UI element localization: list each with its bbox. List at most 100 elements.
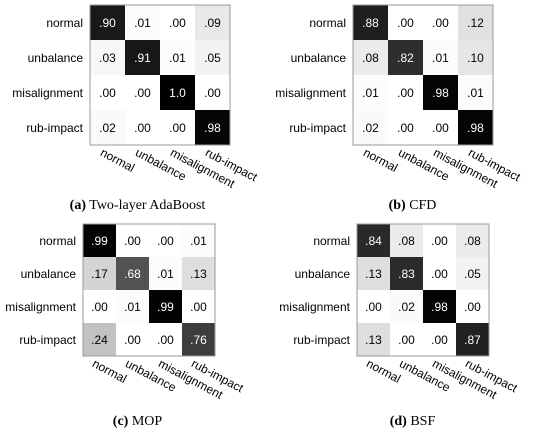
matrix-b-cell bbox=[388, 110, 423, 145]
matrix-a-cell bbox=[160, 5, 195, 40]
matrix-a-cell bbox=[160, 40, 195, 75]
matrix-b-cell-label: .10 bbox=[467, 51, 484, 65]
matrix-d-cell-label: .00 bbox=[464, 300, 481, 314]
matrix-a-frame bbox=[89, 4, 231, 146]
matrix-c-row-label: unbalance bbox=[21, 267, 77, 281]
matrix-d-cell bbox=[423, 290, 456, 323]
matrix-c-column-label: normal bbox=[90, 356, 129, 386]
matrix-c-cell-label: .99 bbox=[157, 300, 174, 314]
matrix-c-cell bbox=[116, 290, 149, 323]
matrix-c-cell-label: .68 bbox=[124, 267, 141, 281]
matrix-b-cell-label: .08 bbox=[362, 51, 379, 65]
matrix-b-cell-label: .00 bbox=[432, 121, 449, 135]
matrix-a-cell-label: .09 bbox=[204, 16, 221, 30]
matrix-a: .90 .01 .00 .09 .03 .91 .01 .05 .00 .00 1.0 .00 .02.… bbox=[12, 4, 260, 191]
matrix-b-cell-label: .00 bbox=[397, 121, 414, 135]
matrix-d-cell-label: .13 bbox=[365, 267, 382, 281]
matrix-c-cell bbox=[149, 290, 182, 323]
matrix-b-cell bbox=[423, 40, 458, 75]
matrix-c-cell bbox=[182, 224, 215, 257]
matrix-a-cell-label: .03 bbox=[99, 51, 116, 65]
matrix-c: .99 .00 .00 .01 .17 .68 .01 .13 .00 .01 .99 .00 .24.… bbox=[5, 223, 246, 402]
matrix-c-cell bbox=[83, 257, 116, 290]
matrix-c-cell-label: .00 bbox=[124, 234, 141, 248]
caption-d-label: (d) bbox=[389, 414, 407, 429]
matrix-d-cell-label: .00 bbox=[365, 300, 382, 314]
matrix-a-cell bbox=[195, 110, 230, 145]
matrix-c-cell-label: .13 bbox=[190, 267, 207, 281]
matrix-d-cell bbox=[456, 224, 489, 257]
matrix-d-cell-label: .87 bbox=[464, 333, 481, 347]
matrix-c-cell-label: .01 bbox=[124, 300, 141, 314]
matrix-d-cell-label: .08 bbox=[464, 234, 481, 248]
matrix-a-cell-label: 1.0 bbox=[169, 86, 186, 100]
matrix-d-row-label: misalignment bbox=[279, 300, 350, 314]
matrix-d-cell-label: .08 bbox=[398, 234, 415, 248]
matrix-a-cell bbox=[125, 110, 160, 145]
matrix-a-cell-label: .00 bbox=[169, 16, 186, 30]
matrix-d-frame bbox=[356, 223, 490, 357]
matrix-b-cell-label: .01 bbox=[362, 86, 379, 100]
caption-a-label: (a) bbox=[69, 198, 86, 213]
matrix-d-cell-label: .02 bbox=[398, 300, 415, 314]
matrix-d-column-label: normal bbox=[364, 356, 403, 386]
matrix-b-column-label: normal bbox=[361, 145, 400, 175]
matrix-a-row-label: unbalance bbox=[28, 51, 84, 65]
matrix-c-cell-label: .01 bbox=[190, 234, 207, 248]
matrix-a-cell-label: .00 bbox=[134, 86, 151, 100]
matrix-b-cell-label: .00 bbox=[397, 16, 414, 30]
matrix-c-cell-label: .01 bbox=[157, 267, 174, 281]
matrix-c-cell-label: .00 bbox=[124, 333, 141, 347]
matrix-d-cell bbox=[423, 224, 456, 257]
matrix-d-cell bbox=[357, 224, 390, 257]
matrix-c-row-label: rub-impact bbox=[19, 333, 76, 347]
matrix-b-cell bbox=[458, 110, 493, 145]
matrix-a-cell-label: .00 bbox=[99, 86, 116, 100]
matrix-c-frame bbox=[82, 223, 216, 357]
matrix-a-column-label: normal bbox=[98, 145, 137, 175]
matrix-d-cell bbox=[456, 257, 489, 290]
matrix-c-cell bbox=[83, 224, 116, 257]
matrix-c-cell-label: .00 bbox=[190, 300, 207, 314]
matrix-b-cell bbox=[458, 75, 493, 110]
matrix-c-cell bbox=[149, 257, 182, 290]
matrix-b-cell bbox=[458, 40, 493, 75]
caption-c: (c) MOP bbox=[0, 414, 275, 430]
matrix-a-cell-label: .90 bbox=[99, 16, 116, 30]
matrix-a-cell-label: .02 bbox=[99, 121, 116, 135]
matrix-d-cell bbox=[390, 224, 423, 257]
matrix-d-cell bbox=[456, 323, 489, 356]
matrix-a-cell bbox=[125, 40, 160, 75]
matrix-a-cell bbox=[125, 75, 160, 110]
matrix-a-cell-label: .01 bbox=[134, 16, 151, 30]
matrix-d-cell bbox=[456, 290, 489, 323]
matrix-b-cell bbox=[388, 40, 423, 75]
caption-b-title: CFD bbox=[409, 198, 437, 213]
matrix-d-cell bbox=[357, 257, 390, 290]
matrix-c-cell bbox=[149, 224, 182, 257]
matrix-b-cell-label: .01 bbox=[467, 86, 484, 100]
matrix-b-cell-label: .12 bbox=[467, 16, 484, 30]
matrix-a-cell bbox=[90, 5, 125, 40]
matrix-c-cell bbox=[182, 257, 215, 290]
matrix-a-cell-label: .00 bbox=[204, 86, 221, 100]
matrix-a-cell bbox=[90, 75, 125, 110]
matrix-a-cell bbox=[160, 110, 195, 145]
matrix-d-cell-label: .00 bbox=[398, 333, 415, 347]
matrix-a-row-label: misalignment bbox=[12, 86, 83, 100]
matrix-a-cell bbox=[125, 5, 160, 40]
matrix-c-cell bbox=[116, 257, 149, 290]
matrix-b-cell bbox=[423, 5, 458, 40]
matrix-c-cell-label: .00 bbox=[91, 300, 108, 314]
matrix-d-cell-label: .00 bbox=[431, 333, 448, 347]
matrix-c-cell-label: .00 bbox=[157, 333, 174, 347]
matrix-b-cell-label: .00 bbox=[397, 86, 414, 100]
matrix-a-cell bbox=[195, 5, 230, 40]
matrix-a-cell bbox=[160, 75, 195, 110]
matrix-d-cell-label: .83 bbox=[398, 267, 415, 281]
matrix-c-cell bbox=[182, 290, 215, 323]
caption-b: (b) CFD bbox=[275, 198, 550, 214]
matrix-a-cell-label: .91 bbox=[134, 51, 151, 65]
